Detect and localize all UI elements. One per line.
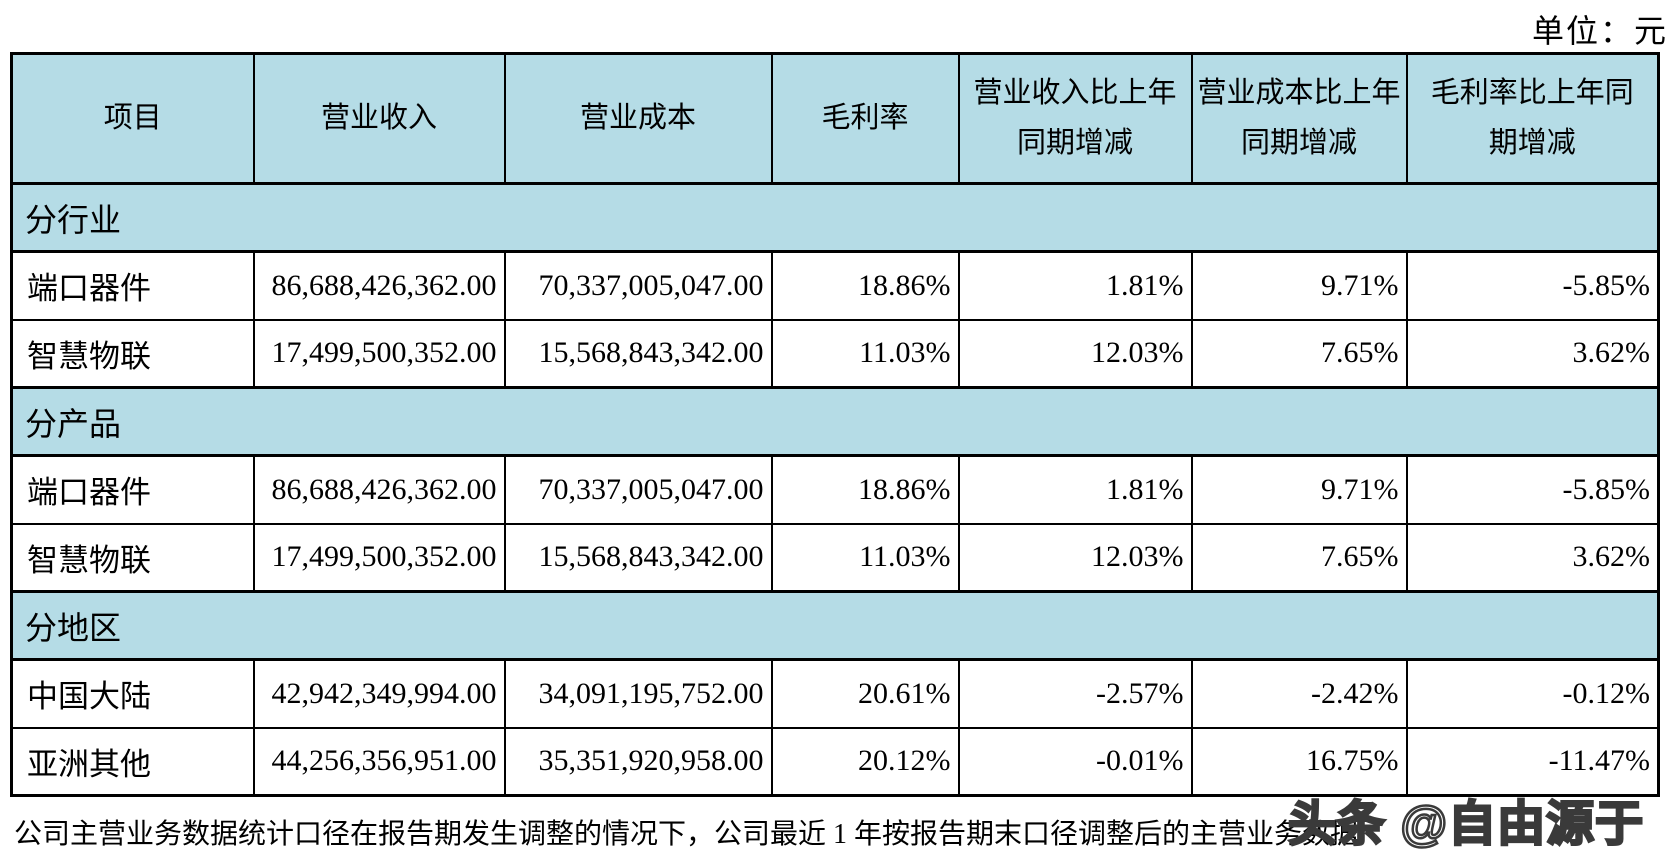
cell-margin: 11.03%	[770, 522, 960, 593]
table-row: 亚洲其他 44,256,356,951.00 35,351,920,958.00…	[10, 726, 1660, 797]
cell-cost-yoy: 9.71%	[1190, 250, 1408, 321]
section-label: 分产品	[10, 386, 1660, 457]
main-business-table: 项目 营业收入 营业成本 毛利率 营业收入比上年 同期增减 营业成本比上年	[10, 52, 1660, 797]
cell-revenue-yoy: 1.81%	[957, 250, 1193, 321]
section-row-product: 分产品	[10, 386, 1660, 457]
table-row: 端口器件 86,688,426,362.00 70,337,005,047.00…	[10, 454, 1660, 525]
table-row: 端口器件 86,688,426,362.00 70,337,005,047.00…	[10, 250, 1660, 321]
cell-revenue-yoy: 1.81%	[957, 454, 1193, 525]
col-header-margin: 毛利率	[770, 52, 960, 185]
cell-cost: 34,091,195,752.00	[503, 658, 773, 729]
cell-cost-yoy: 7.65%	[1190, 318, 1408, 389]
col-header-revenue: 营业收入	[252, 52, 506, 185]
cell-item: 端口器件	[10, 454, 255, 525]
cell-revenue: 17,499,500,352.00	[252, 318, 506, 389]
header-line: 营业成本	[579, 101, 696, 134]
col-header-cost-yoy: 营业成本比上年 同期增减	[1190, 52, 1408, 185]
cell-cost-yoy: 9.71%	[1190, 454, 1408, 525]
cell-revenue-yoy: 12.03%	[957, 318, 1193, 389]
header-line: 营业成本比上年	[1197, 77, 1401, 110]
section-row-industry: 分行业	[10, 182, 1660, 253]
cell-margin-yoy: 3.62%	[1405, 318, 1660, 389]
cell-revenue: 17,499,500,352.00	[252, 522, 506, 593]
cell-margin: 20.61%	[770, 658, 960, 729]
cell-cost: 35,351,920,958.00	[503, 726, 773, 797]
col-header-item: 项目	[10, 52, 255, 185]
col-header-cost: 营业成本	[503, 52, 773, 185]
table-body: 分行业 端口器件 86,688,426,362.00 70,337,005,04…	[10, 182, 1660, 797]
section-label: 分行业	[10, 182, 1660, 253]
section-label: 分地区	[10, 590, 1660, 661]
footnote-text: 公司主营业务数据统计口径在报告期发生调整的情况下，公司最近 1 年按报告期末口径…	[14, 819, 1359, 850]
table-header: 项目 营业收入 营业成本 毛利率 营业收入比上年 同期增减 营业成本比上年	[10, 52, 1660, 185]
cell-revenue: 86,688,426,362.00	[252, 250, 506, 321]
header-line: 毛利率比上年同	[1430, 77, 1634, 110]
header-line: 项目	[103, 101, 162, 134]
cell-cost-yoy: -2.42%	[1190, 658, 1408, 729]
header-line: 同期增减	[1240, 126, 1357, 159]
cell-cost-yoy: 16.75%	[1190, 726, 1408, 797]
table-row: 智慧物联 17,499,500,352.00 15,568,843,342.00…	[10, 318, 1660, 389]
cell-cost: 70,337,005,047.00	[503, 454, 773, 525]
cell-margin-yoy: -11.47%	[1405, 726, 1660, 797]
unit-label: 单位：元	[1531, 13, 1668, 49]
cell-margin-yoy: -0.12%	[1405, 658, 1660, 729]
section-row-region: 分地区	[10, 590, 1660, 661]
cell-cost-yoy: 7.65%	[1190, 522, 1408, 593]
cell-revenue: 86,688,426,362.00	[252, 454, 506, 525]
header-line: 营业收入	[320, 101, 437, 134]
cell-revenue: 42,942,349,994.00	[252, 658, 506, 729]
cell-cost: 15,568,843,342.00	[503, 318, 773, 389]
cell-item: 中国大陆	[10, 658, 255, 729]
cell-revenue-yoy: 12.03%	[957, 522, 1193, 593]
cell-item: 智慧物联	[10, 522, 255, 593]
header-line: 期增减	[1488, 126, 1576, 159]
cell-margin: 11.03%	[770, 318, 960, 389]
cell-margin: 18.86%	[770, 250, 960, 321]
cell-margin: 18.86%	[770, 454, 960, 525]
table-row: 智慧物联 17,499,500,352.00 15,568,843,342.00…	[10, 522, 1660, 593]
cell-cost: 15,568,843,342.00	[503, 522, 773, 593]
header-row: 项目 营业收入 营业成本 毛利率 营业收入比上年 同期增减 营业成本比上年	[10, 52, 1660, 185]
cell-margin-yoy: -5.85%	[1405, 250, 1660, 321]
col-header-margin-yoy: 毛利率比上年同 期增减	[1405, 52, 1660, 185]
cell-margin: 20.12%	[770, 726, 960, 797]
cell-margin-yoy: 3.62%	[1405, 522, 1660, 593]
cell-revenue: 44,256,356,951.00	[252, 726, 506, 797]
cell-cost: 70,337,005,047.00	[503, 250, 773, 321]
cell-item: 端口器件	[10, 250, 255, 321]
cell-margin-yoy: -5.85%	[1405, 454, 1660, 525]
toutiao-watermark: 头条 @自由源于	[1287, 797, 1645, 853]
cell-revenue-yoy: -2.57%	[957, 658, 1193, 729]
cell-item: 亚洲其他	[10, 726, 255, 797]
header-line: 毛利率	[821, 101, 909, 134]
header-line: 营业收入比上年	[973, 77, 1177, 110]
col-header-revenue-yoy: 营业收入比上年 同期增减	[957, 52, 1193, 185]
table-row: 中国大陆 42,942,349,994.00 34,091,195,752.00…	[10, 658, 1660, 729]
cell-revenue-yoy: -0.01%	[957, 726, 1193, 797]
cell-item: 智慧物联	[10, 318, 255, 389]
header-line: 同期增减	[1016, 126, 1133, 159]
